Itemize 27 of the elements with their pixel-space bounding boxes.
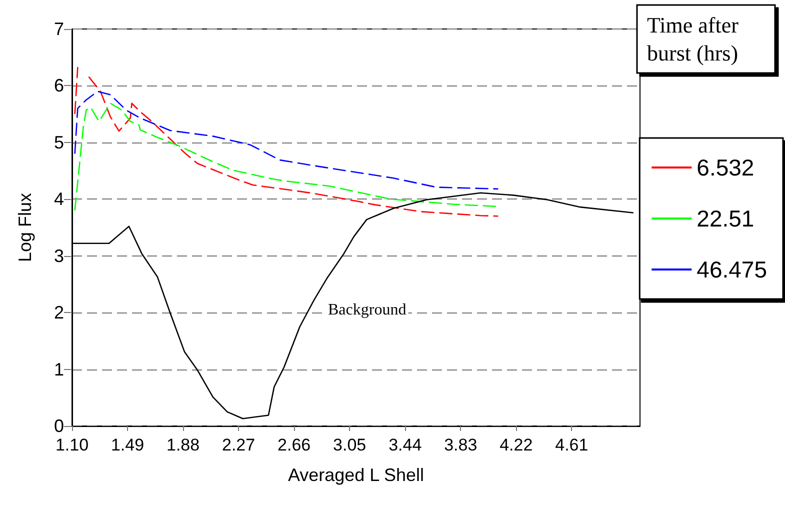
- x-tick-label: 3.83: [444, 436, 478, 454]
- y-tick-label: 1: [54, 359, 64, 380]
- y-tick-label: 5: [54, 132, 64, 152]
- x-tick-label: 2.66: [278, 436, 311, 454]
- legend-label: 46.475: [696, 256, 768, 282]
- line-series: [74, 102, 498, 211]
- x-tick-label: 1.49: [110, 436, 144, 454]
- annotation: Background: [328, 302, 406, 318]
- line-series: [74, 90, 498, 190]
- x-tick-label: 3.44: [388, 436, 422, 454]
- x-tick-label: 4.61: [555, 436, 588, 454]
- x-tick-label: 1.10: [55, 436, 89, 454]
- y-tick-label: 6: [54, 76, 64, 96]
- x-tick-label: 4.22: [500, 436, 533, 454]
- x-axis-title: Averaged L Shell: [288, 465, 424, 485]
- y-tick-label: 2: [54, 302, 64, 323]
- y-axis-title: Log Flux: [15, 192, 35, 262]
- y-tick-label: 4: [54, 189, 64, 210]
- x-tick-label: 1.88: [166, 436, 200, 454]
- y-tick-label: 3: [54, 246, 64, 266]
- y-tick-label: 7: [54, 19, 64, 39]
- x-tick-label: 3.05: [333, 436, 366, 454]
- legend-label: 6.532: [696, 154, 754, 180]
- x-tick-label: 2.27: [222, 436, 256, 454]
- legend-title: Time after burst (hrs): [647, 12, 744, 66]
- y-tick-label: 0: [54, 416, 64, 436]
- legend-label: 22.51: [696, 206, 754, 232]
